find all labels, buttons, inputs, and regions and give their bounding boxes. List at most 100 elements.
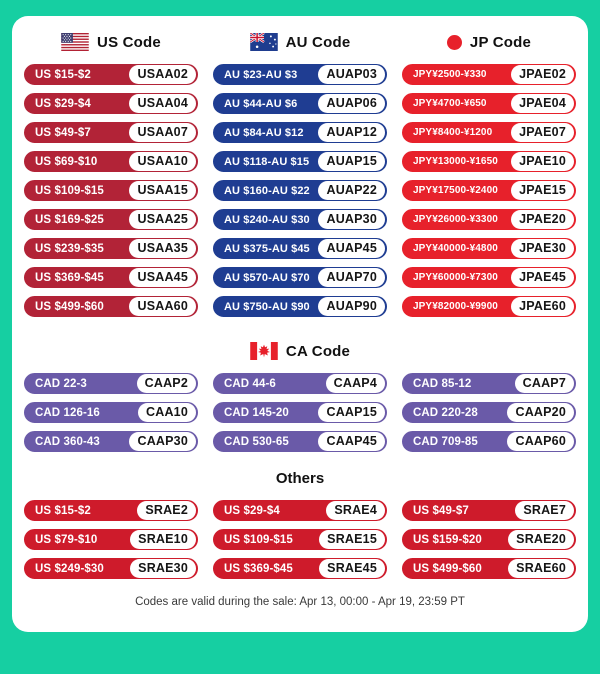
coupon-code[interactable]: CAAP7 [514, 374, 574, 393]
coupon-code[interactable]: USAA25 [129, 210, 196, 229]
coupon-code[interactable]: JPAE04 [511, 94, 574, 113]
coupon-code[interactable]: USAA07 [129, 123, 196, 142]
coupon-code[interactable]: AUAP22 [318, 181, 385, 200]
coupon-code[interactable]: USAA02 [129, 65, 196, 84]
coupon-pill[interactable]: AU $23-AU $3 AUAP03 [211, 62, 389, 87]
coupon-amount: US $109-$15 [35, 184, 104, 197]
coupon-pill[interactable]: US $369-$45 USAA45 [22, 265, 200, 290]
coupon-pill[interactable]: US $499-$60 SRAE60 [400, 556, 578, 581]
coupon-code[interactable]: USAA10 [129, 152, 196, 171]
coupon-code[interactable]: CAA10 [138, 403, 196, 422]
coupon-code[interactable]: SRAE20 [508, 530, 574, 549]
coupon-pill[interactable]: AU $570-AU $70 AUAP70 [211, 265, 389, 290]
coupon-code[interactable]: JPAE60 [511, 297, 574, 316]
coupon-pill[interactable]: US $249-$30 SRAE30 [22, 556, 200, 581]
coupon-pill[interactable]: CAD 145-20 CAAP15 [211, 400, 389, 425]
coupon-pill[interactable]: AU $750-AU $90 AUAP90 [211, 294, 389, 319]
top-headers: US Code AU Code JP Code [12, 16, 588, 62]
coupon-amount: US $109-$15 [224, 533, 293, 546]
coupon-code[interactable]: AUAP15 [318, 152, 385, 171]
coupon-pill[interactable]: US $79-$10 SRAE10 [22, 527, 200, 552]
coupon-code[interactable]: SRAE2 [137, 501, 196, 520]
coupon-code[interactable]: JPAE45 [511, 268, 574, 287]
coupon-pill[interactable]: JPY¥17500-¥2400 JPAE15 [400, 178, 578, 203]
coupon-pill[interactable]: AU $44-AU $6 AUAP06 [211, 91, 389, 116]
coupon-code[interactable]: SRAE10 [130, 530, 196, 549]
coupon-pill[interactable]: US $239-$35 USAA35 [22, 236, 200, 261]
coupon-code[interactable]: AUAP70 [318, 268, 385, 287]
coupon-pill[interactable]: US $369-$45 SRAE45 [211, 556, 389, 581]
coupon-pill[interactable]: CAD 360-43 CAAP30 [22, 429, 200, 454]
coupon-code[interactable]: SRAE60 [508, 559, 574, 578]
coupon-code[interactable]: CAAP30 [129, 432, 196, 451]
au-code-header: AU Code [211, 28, 389, 56]
coupon-pill[interactable]: US $15-$2 SRAE2 [22, 498, 200, 523]
coupon-code[interactable]: CAAP60 [507, 432, 574, 451]
coupon-code[interactable]: AUAP06 [318, 94, 385, 113]
coupon-pill[interactable]: JPY¥4700-¥650 JPAE04 [400, 91, 578, 116]
coupon-code[interactable]: AUAP45 [318, 239, 385, 258]
coupon-pill[interactable]: JPY¥26000-¥3300 JPAE20 [400, 207, 578, 232]
coupon-code[interactable]: JPAE02 [511, 65, 574, 84]
coupon-pill[interactable]: JPY¥8400-¥1200 JPAE07 [400, 120, 578, 145]
coupon-pill[interactable]: AU $160-AU $22 AUAP22 [211, 178, 389, 203]
coupon-pill[interactable]: US $169-$25 USAA25 [22, 207, 200, 232]
coupon-pill[interactable]: AU $375-AU $45 AUAP45 [211, 236, 389, 261]
coupon-amount: CAD 530-65 [224, 435, 289, 448]
coupon-pill[interactable]: JPY¥82000-¥9900 JPAE60 [400, 294, 578, 319]
coupon-pill[interactable]: JPY¥13000-¥1650 JPAE10 [400, 149, 578, 174]
coupon-code[interactable]: AUAP12 [318, 123, 385, 142]
coupon-pill[interactable]: CAD 709-85 CAAP60 [400, 429, 578, 454]
coupon-code[interactable]: AUAP30 [318, 210, 385, 229]
coupon-pill[interactable]: JPY¥40000-¥4800 JPAE30 [400, 236, 578, 261]
coupon-code[interactable]: CAAP45 [318, 432, 385, 451]
coupon-pill[interactable]: JPY¥60000-¥7300 JPAE45 [400, 265, 578, 290]
coupon-pill[interactable]: AU $84-AU $12 AUAP12 [211, 120, 389, 145]
coupon-pill[interactable]: JPY¥2500-¥330 JPAE02 [400, 62, 578, 87]
coupon-pill[interactable]: CAD 530-65 CAAP45 [211, 429, 389, 454]
coupon-pill[interactable]: AU $240-AU $30 AUAP30 [211, 207, 389, 232]
coupon-code[interactable]: JPAE20 [511, 210, 574, 229]
coupon-pill[interactable]: US $29-$4 SRAE4 [211, 498, 389, 523]
coupon-pill[interactable]: CAD 22-3 CAAP2 [22, 371, 200, 396]
coupon-amount: AU $570-AU $70 [224, 271, 310, 284]
coupon-code[interactable]: SRAE7 [515, 501, 574, 520]
coupon-code[interactable]: SRAE45 [319, 559, 385, 578]
ca-coupon-grid: CAD 22-3 CAAP2 CAD 44-6 CAAP4 CAD 85-12 CAAP7… [12, 371, 588, 454]
coupon-pill[interactable]: US $499-$60 USAA60 [22, 294, 200, 319]
coupon-pill[interactable]: US $159-$20 SRAE20 [400, 527, 578, 552]
coupon-pill[interactable]: CAD 85-12 CAAP7 [400, 371, 578, 396]
coupon-code[interactable]: CAAP20 [507, 403, 574, 422]
coupon-amount: AU $44-AU $6 [224, 97, 298, 110]
coupon-amount: US $15-$2 [35, 504, 91, 517]
coupon-code[interactable]: AUAP90 [318, 297, 385, 316]
coupon-pill[interactable]: US $69-$10 USAA10 [22, 149, 200, 174]
coupon-code[interactable]: AUAP03 [318, 65, 385, 84]
coupon-pill[interactable]: US $49-$7 USAA07 [22, 120, 200, 145]
coupon-code[interactable]: USAA35 [129, 239, 196, 258]
coupon-code[interactable]: USAA15 [129, 181, 196, 200]
coupon-code[interactable]: JPAE30 [511, 239, 574, 258]
coupon-pill[interactable]: US $49-$7 SRAE7 [400, 498, 578, 523]
coupon-pill[interactable]: CAD 44-6 CAAP4 [211, 371, 389, 396]
coupon-pill[interactable]: US $29-$4 USAA04 [22, 91, 200, 116]
coupon-code[interactable]: USAA45 [129, 268, 196, 287]
coupon-code[interactable]: JPAE10 [511, 152, 574, 171]
coupon-pill[interactable]: US $15-$2 USAA02 [22, 62, 200, 87]
coupon-pill[interactable]: US $109-$15 USAA15 [22, 178, 200, 203]
coupon-code[interactable]: JPAE07 [511, 123, 574, 142]
coupon-code[interactable]: CAAP4 [325, 374, 385, 393]
coupon-code[interactable]: USAA04 [129, 94, 196, 113]
coupon-amount: AU $240-AU $30 [224, 213, 310, 226]
coupon-code[interactable]: CAAP15 [318, 403, 385, 422]
coupon-pill[interactable]: US $109-$15 SRAE15 [211, 527, 389, 552]
coupon-code[interactable]: JPAE15 [511, 181, 574, 200]
coupon-code[interactable]: USAA60 [129, 297, 196, 316]
coupon-code[interactable]: SRAE4 [326, 501, 385, 520]
coupon-code[interactable]: SRAE30 [130, 559, 196, 578]
coupon-pill[interactable]: CAD 220-28 CAAP20 [400, 400, 578, 425]
coupon-code[interactable]: SRAE15 [319, 530, 385, 549]
coupon-pill[interactable]: CAD 126-16 CAA10 [22, 400, 200, 425]
coupon-pill[interactable]: AU $118-AU $15 AUAP15 [211, 149, 389, 174]
coupon-code[interactable]: CAAP2 [136, 374, 196, 393]
